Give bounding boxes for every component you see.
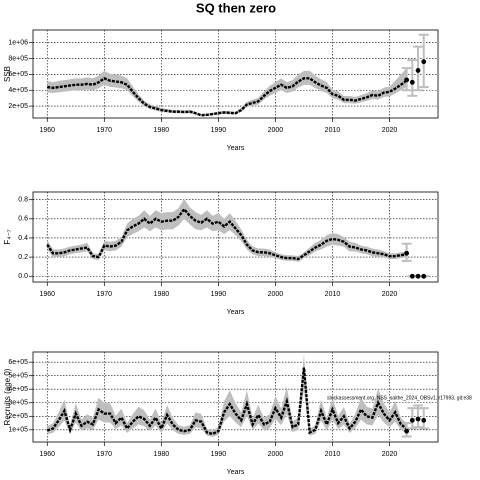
estimate-line: [46, 367, 408, 436]
x-tick-label: 1960: [39, 451, 55, 458]
forecast-point: [415, 416, 421, 422]
x-tick-label: 1990: [211, 127, 227, 134]
x-tick-label: 1980: [154, 291, 170, 298]
x-tick-label: 1990: [211, 291, 227, 298]
forecast-error-bar: [407, 59, 418, 97]
x-tick-label: 2020: [382, 291, 398, 298]
y-axis-label: Recruits (age 0): [3, 368, 12, 425]
forecast-error-bar: [413, 404, 424, 429]
forecast-point: [409, 273, 415, 279]
confidence-band: [47, 198, 407, 262]
x-tick-label: 2010: [325, 451, 341, 458]
estimate-line: [47, 76, 408, 117]
y-tick-label: 2e+05: [8, 103, 28, 110]
forecast-point: [404, 77, 410, 83]
x-tick-label: 2000: [268, 291, 284, 298]
forecast-point: [404, 250, 410, 256]
confidence-band: [47, 68, 407, 117]
y-tick-label: 1e+06: [8, 40, 28, 47]
x-tick-label: 1960: [39, 291, 55, 298]
x-tick-label: 2010: [325, 127, 341, 134]
y-tick-label: 4e+05: [8, 386, 28, 393]
y-tick-label: 2e+05: [8, 413, 28, 420]
x-tick-label: 2020: [382, 127, 398, 134]
forecast-point: [421, 417, 427, 423]
forecast-point: [409, 417, 415, 423]
y-tick-label: 0.4: [18, 235, 28, 242]
y-tick-label: 8e+05: [8, 55, 28, 62]
y-tick-label: 0.2: [18, 254, 28, 261]
annotation: stockassessment.org, NSS_saithe_2024_OBS…: [327, 395, 472, 401]
x-tick-label: 1960: [39, 127, 55, 134]
forecast-point: [409, 79, 415, 85]
y-tick-label: 0.8: [18, 197, 28, 204]
plot-frame: [32, 191, 439, 283]
x-tick-label: 1980: [154, 127, 170, 134]
y-tick-label: 0.0: [18, 273, 28, 280]
x-tick-label: 1990: [211, 451, 227, 458]
y-tick-label: 4e+05: [8, 87, 28, 94]
y-tick-label: 0.6: [18, 216, 28, 223]
forecast-point: [421, 59, 427, 65]
x-tick-label: 2000: [268, 451, 284, 458]
y-tick-label: 6e+05: [8, 71, 28, 78]
forecast-point: [421, 273, 427, 279]
y-tick-label: 3e+05: [8, 400, 28, 407]
x-tick-label: 1970: [97, 291, 113, 298]
y-axis-label: SSB: [3, 66, 12, 82]
x-axis-label: Years: [227, 145, 245, 152]
estimate-line: [46, 207, 407, 261]
x-tick-label: 1970: [97, 127, 113, 134]
forecast-point: [415, 68, 421, 73]
y-tick-label: 6e+05: [8, 359, 28, 366]
y-axis-label: F₄₋₇: [3, 229, 12, 244]
x-tick-label: 2010: [325, 291, 341, 298]
x-tick-label: 2000: [268, 127, 284, 134]
x-axis-label: Years: [227, 469, 245, 476]
y-tick-label: 1e+05: [8, 427, 28, 434]
plot-frame: [32, 351, 439, 443]
y-tick-label: 5e+05: [8, 373, 28, 380]
x-tick-label: 1980: [154, 451, 170, 458]
plot-frame: [32, 29, 439, 119]
forecast-point: [404, 428, 410, 434]
x-axis-label: Years: [227, 309, 245, 316]
x-tick-label: 1970: [97, 451, 113, 458]
forecast-point: [415, 273, 421, 279]
x-tick-label: 2020: [382, 451, 398, 458]
chart-title: SQ then zero: [196, 0, 276, 15]
